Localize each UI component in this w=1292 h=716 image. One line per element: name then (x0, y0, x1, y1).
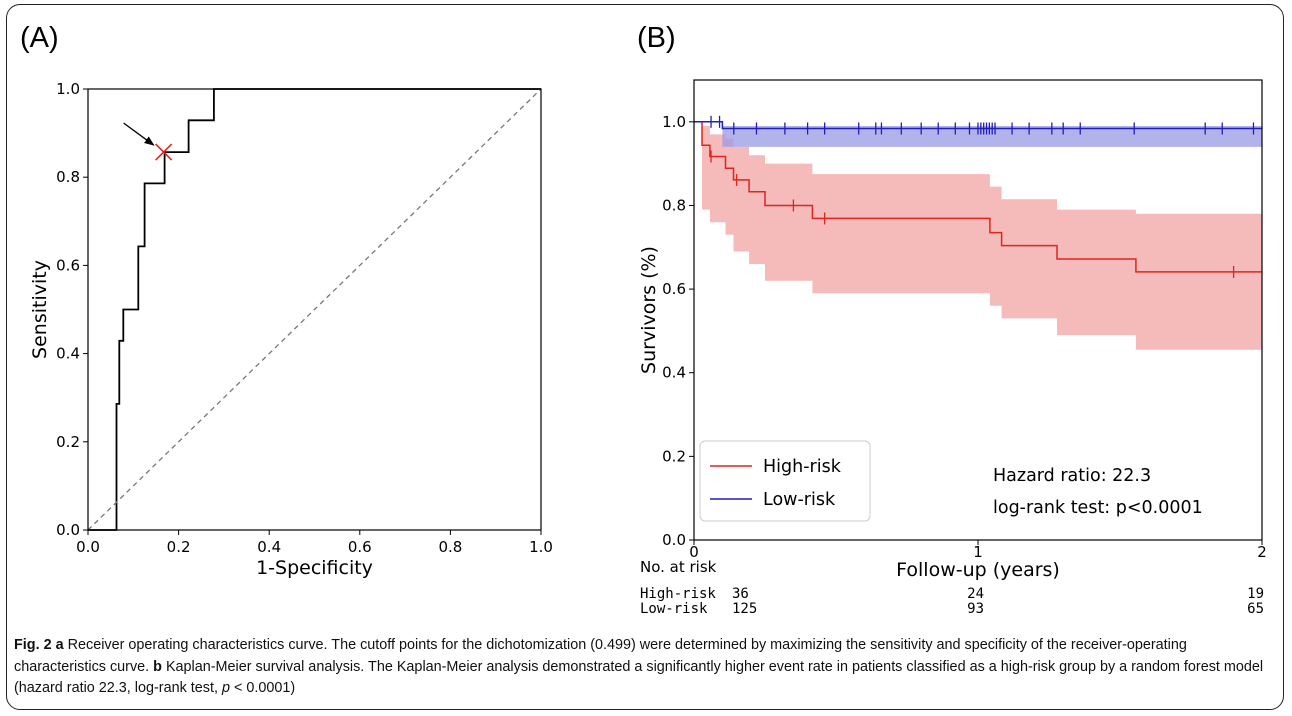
roc-x-axis-label: 1-Specificity (256, 557, 373, 579)
km-y-tick-label: 0.8 (662, 196, 686, 214)
roc-x-tick-label: 0.2 (167, 538, 191, 556)
km-axis-ticks: 0 1 2 0.0 0.2 0.4 0.6 0.8 1.0 (662, 113, 1267, 561)
legend-label-low-risk: Low-risk (763, 490, 836, 510)
km-y-tick-label: 0.6 (662, 280, 686, 298)
log-rank-annotation: log-rank test: p<0.0001 (993, 498, 1203, 518)
roc-y-tick-label: 0.0 (56, 521, 80, 539)
km-x-axis-label: Follow-up (years) (896, 559, 1060, 581)
risk-table-row-label: High-risk (640, 586, 716, 602)
km-legend: High-risk Low-risk (699, 440, 871, 522)
caption-end-text: < 0.0001) (229, 680, 296, 696)
panel-a-label: (A) (20, 22, 59, 54)
roc-y-tick-label: 0.2 (56, 433, 80, 451)
risk-table-row-label: Low-risk (640, 601, 708, 617)
risk-table-cell: 65 (1247, 601, 1264, 617)
roc-series (87, 88, 542, 531)
km-plot-frame (693, 79, 1263, 541)
figure-caption: Fig. 2 a Receiver operating characterist… (14, 635, 1276, 700)
km-series (694, 115, 1262, 278)
risk-table-label: No. at risk (640, 558, 717, 576)
high-risk-ci-band (694, 121, 1262, 350)
roc-plot-frame (87, 88, 542, 531)
caption-a-text: Receiver operating characteristics curve… (14, 637, 1187, 675)
figure-frame (6, 4, 1284, 710)
roc-chance-line (87, 88, 542, 531)
caption-b-key: b (153, 658, 162, 675)
caption-a-key: a (55, 637, 64, 653)
roc-y-axis-label: Sensitivity (29, 260, 51, 359)
legend-label-high-risk: High-risk (763, 457, 842, 477)
risk-table-cell: 125 (732, 601, 757, 617)
caption-fig-number: Fig. 2 (14, 637, 52, 653)
caption-b-text: Kaplan-Meier survival analysis. The Kapl… (14, 658, 1264, 697)
km-y-axis-label: Survivors (%) (638, 246, 660, 374)
risk-table-cell: 19 (1247, 586, 1264, 602)
km-y-tick-label: 0.2 (662, 447, 686, 465)
km-x-tick-label: 0 (689, 543, 699, 561)
km-legend-box (699, 440, 871, 522)
panel-b-label: (B) (637, 22, 676, 54)
roc-x-tick-label: 1.0 (529, 538, 553, 556)
roc-x-tick-label: 0.6 (348, 538, 372, 556)
roc-cutoff-arrow (123, 122, 155, 146)
roc-x-tick-label: 0.0 (76, 538, 100, 556)
risk-table-cell: 93 (967, 601, 984, 617)
roc-x-tick-label: 0.8 (438, 538, 462, 556)
roc-cutoff-marker (155, 143, 173, 161)
roc-curve (88, 88, 541, 531)
risk-table-cell: 36 (732, 586, 749, 602)
hazard-ratio-annotation: Hazard ratio: 22.3 (993, 466, 1151, 486)
roc-y-tick-label: 0.6 (56, 256, 80, 274)
risk-table-cell: 24 (967, 586, 984, 602)
km-x-tick-label: 2 (1257, 543, 1267, 561)
km-y-tick-label: 0.4 (662, 364, 686, 382)
km-confidence-bands (694, 121, 1262, 350)
km-y-tick-label: 0.0 (662, 531, 686, 549)
risk-table: No. at risk High-risk 36 24 19 Low-risk 125 93… (640, 558, 1264, 617)
roc-cutoff-stroke (155, 143, 173, 161)
roc-axis-ticks: 0.0 0.2 0.4 0.6 0.8 1.0 0.0 0.2 0.4 0.6 0.8 1.0 (56, 80, 553, 556)
km-x-tick-label: 1 (973, 543, 983, 561)
km-y-tick-label: 1.0 (662, 113, 686, 131)
roc-y-tick-label: 1.0 (56, 80, 80, 98)
km-chart: 0 1 20.00.20.40.60.81.0 Follow-up (years) … (638, 79, 1267, 617)
high-risk-curve (694, 121, 1262, 273)
caption-p-symbol: p (221, 680, 230, 696)
roc-chart: 0.0 0.2 0.4 0.6 0.8 1.0 0.0 0.2 0.4 0.6 0.8 1.0 1-S… (29, 80, 553, 579)
roc-x-tick-label: 0.4 (257, 538, 281, 556)
roc-y-tick-label: 0.8 (56, 168, 80, 186)
roc-y-tick-label: 0.4 (56, 345, 80, 363)
